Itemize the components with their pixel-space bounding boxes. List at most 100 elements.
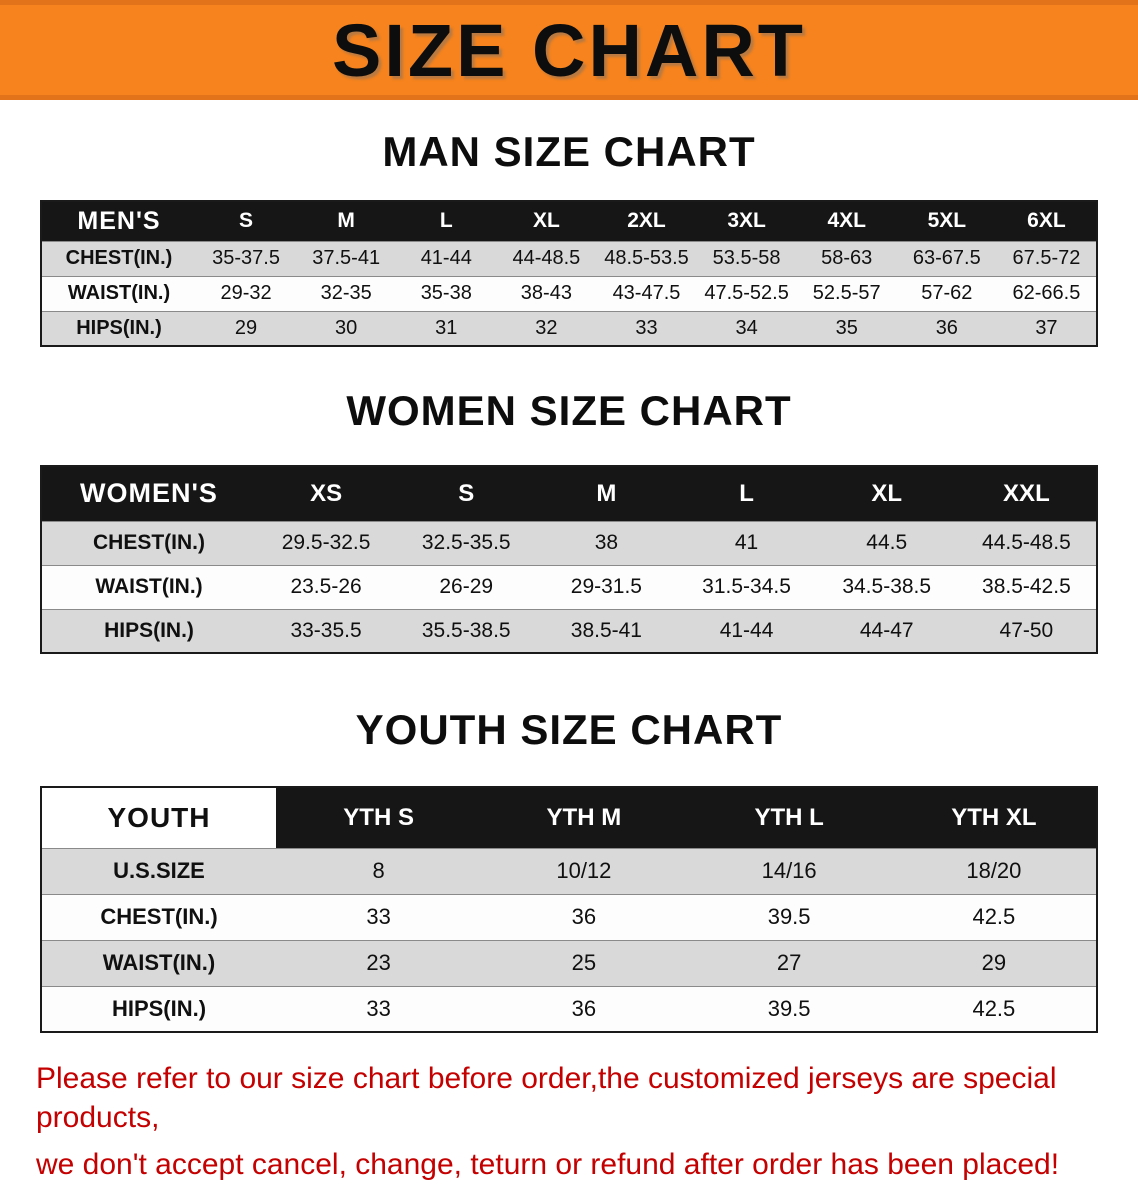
size-column-header: 4XL (796, 201, 897, 241)
size-value-cell: 36 (571, 904, 597, 929)
size-value-cell: 67.5-72 (1012, 247, 1081, 269)
size-value-cell: 25 (571, 950, 597, 975)
table-header-row: YOUTH YTH S YTH M YTH L YTH XL (41, 787, 1097, 848)
youth-size-table: YOUTH YTH S YTH M YTH L YTH XL U.S.SIZE 8 10/12… (40, 786, 1098, 1033)
size-column-header: XL (816, 466, 957, 521)
size-column-header: YTH L (686, 787, 892, 848)
size-value-cell: 32-35 (320, 282, 372, 304)
size-column-header: S (396, 466, 537, 521)
size-value-cell: 38-43 (520, 282, 572, 304)
size-column-header: 3XL (696, 201, 797, 241)
table-row: HIPS(IN.) 29 30 31 32 33 34 35 36 37 (41, 311, 1097, 346)
size-column-header: YTH XL (891, 787, 1097, 848)
youth-size-chart-section: YOUTH SIZE CHART YOUTH YTH S YTH M YTH L YTH… (0, 706, 1138, 1033)
row-label: HIPS(IN.) (104, 618, 194, 642)
size-value-cell: 48.5-53.5 (604, 247, 689, 269)
size-value-cell: 35 (835, 316, 858, 339)
size-column-header: YTH M (481, 787, 687, 848)
size-value-cell: 34 (735, 316, 758, 339)
table-row: HIPS(IN.) 33 36 39.5 42.5 (41, 986, 1097, 1032)
size-value-cell: 32.5-35.5 (421, 531, 511, 554)
size-value-cell: 34.5-38.5 (842, 575, 932, 598)
table-row: U.S.SIZE 8 10/12 14/16 18/20 (41, 848, 1097, 894)
size-value-cell: 29.5-32.5 (281, 531, 371, 554)
size-value-cell: 30 (335, 316, 358, 339)
size-column-header: M (296, 201, 397, 241)
size-value-cell: 32 (535, 316, 558, 339)
size-value-cell: 38 (594, 531, 619, 554)
size-value-cell: 44.5 (866, 531, 908, 554)
row-label: HIPS(IN.) (76, 316, 162, 339)
size-value-cell: 26-29 (439, 575, 494, 598)
row-label: WAIST(IN.) (95, 575, 203, 598)
men-size-table: MEN'S S M L XL 2XL 3XL 4XL 5XL 6XL CHEST(IN.) 35-37… (40, 200, 1098, 347)
size-column-header: 6XL (996, 201, 1097, 241)
size-value-cell: 33 (366, 904, 391, 929)
size-value-cell: 57-62 (921, 282, 973, 304)
size-value-cell: 52.5-57 (812, 282, 881, 304)
size-value-cell: 29-31.5 (570, 575, 642, 598)
women-size-table: WOMEN'S XS S M L XL XXL CHEST(IN.) 29.5-32.5 32.5… (40, 465, 1098, 654)
size-value-cell: 42.5 (972, 995, 1016, 1021)
size-value-cell: 37 (1035, 316, 1058, 339)
row-label: WAIST(IN.) (102, 950, 216, 975)
size-column-header: XXL (956, 466, 1097, 521)
size-value-cell: 23 (366, 950, 391, 975)
size-value-cell: 53.5-58 (712, 247, 781, 269)
size-value-cell: 27 (776, 950, 802, 975)
row-label: WAIST(IN.) (67, 282, 171, 304)
size-value-cell: 37.5-41 (312, 247, 381, 269)
size-value-cell: 31.5-34.5 (702, 575, 791, 598)
size-column-header: 2XL (596, 201, 697, 241)
size-column-header: L (396, 201, 497, 241)
disclaimer: Please refer to our size chart before or… (36, 1059, 1102, 1184)
size-value-cell: 33-35.5 (290, 618, 362, 642)
size-chart-banner: SIZE CHART (0, 0, 1138, 100)
table-corner-label: YOUTH (41, 787, 276, 848)
row-label: U.S.SIZE (113, 858, 205, 883)
disclaimer-line-2: we don't accept cancel, change, teturn o… (36, 1148, 1060, 1181)
size-value-cell: 29-32 (220, 282, 272, 304)
size-value-cell: 10/12 (556, 858, 612, 883)
disclaimer-line-1: Please refer to our size chart before or… (36, 1062, 1057, 1134)
size-value-cell: 58-63 (821, 247, 873, 269)
size-value-cell: 47-50 (999, 618, 1054, 642)
size-value-cell: 36 (571, 995, 597, 1021)
size-value-cell: 33 (366, 995, 391, 1021)
size-column-header: 5XL (896, 201, 997, 241)
size-column-header: XL (496, 201, 597, 241)
size-value-cell: 44-47 (859, 618, 914, 642)
size-value-cell: 38.5-41 (570, 618, 642, 642)
size-value-cell: 18/20 (966, 858, 1022, 883)
size-column-header: S (196, 201, 297, 241)
row-label: HIPS(IN.) (111, 995, 207, 1021)
size-column-header: M (536, 466, 677, 521)
size-value-cell: 44.5-48.5 (982, 531, 1071, 554)
size-column-header: XS (256, 466, 397, 521)
table-row: HIPS(IN.) 33-35.5 35.5-38.5 38.5-41 41-44 44-… (41, 609, 1097, 653)
size-value-cell: 39.5 (767, 995, 811, 1021)
table-row: WAIST(IN.) 23 25 27 29 (41, 940, 1097, 986)
size-value-cell: 33 (635, 316, 658, 339)
table-row: CHEST(IN.) 33 36 39.5 42.5 (41, 894, 1097, 940)
table-header-row: WOMEN'S XS S M L XL XXL (41, 466, 1097, 521)
size-value-cell: 14/16 (761, 858, 817, 883)
man-size-chart-section: MAN SIZE CHART MEN'S S M L XL 2XL 3XL 4XL 5XL 6XL… (0, 128, 1138, 347)
size-value-cell: 31 (435, 316, 458, 339)
size-value-cell: 36 (935, 316, 958, 339)
table-corner-label: MEN'S (41, 201, 196, 241)
page-title: SIZE CHART (332, 8, 806, 92)
size-value-cell: 41-44 (420, 247, 472, 269)
size-value-cell: 43-47.5 (612, 282, 681, 304)
size-value-cell: 63-67.5 (912, 247, 981, 269)
size-column-header: YTH S (276, 787, 482, 848)
size-value-cell: 62-66.5 (1012, 282, 1081, 304)
women-size-chart-section: WOMEN SIZE CHART WOMEN'S XS S M L XL XXL CHEST(… (0, 387, 1138, 654)
size-value-cell: 38.5-42.5 (982, 575, 1071, 598)
size-value-cell: 44-48.5 (512, 247, 581, 269)
women-size-chart-heading: WOMEN SIZE CHART (346, 387, 792, 434)
size-value-cell: 23.5-26 (290, 575, 362, 598)
row-label: CHEST(IN.) (93, 531, 205, 554)
youth-size-chart-heading: YOUTH SIZE CHART (355, 706, 783, 753)
size-value-cell: 35.5-38.5 (421, 618, 511, 642)
